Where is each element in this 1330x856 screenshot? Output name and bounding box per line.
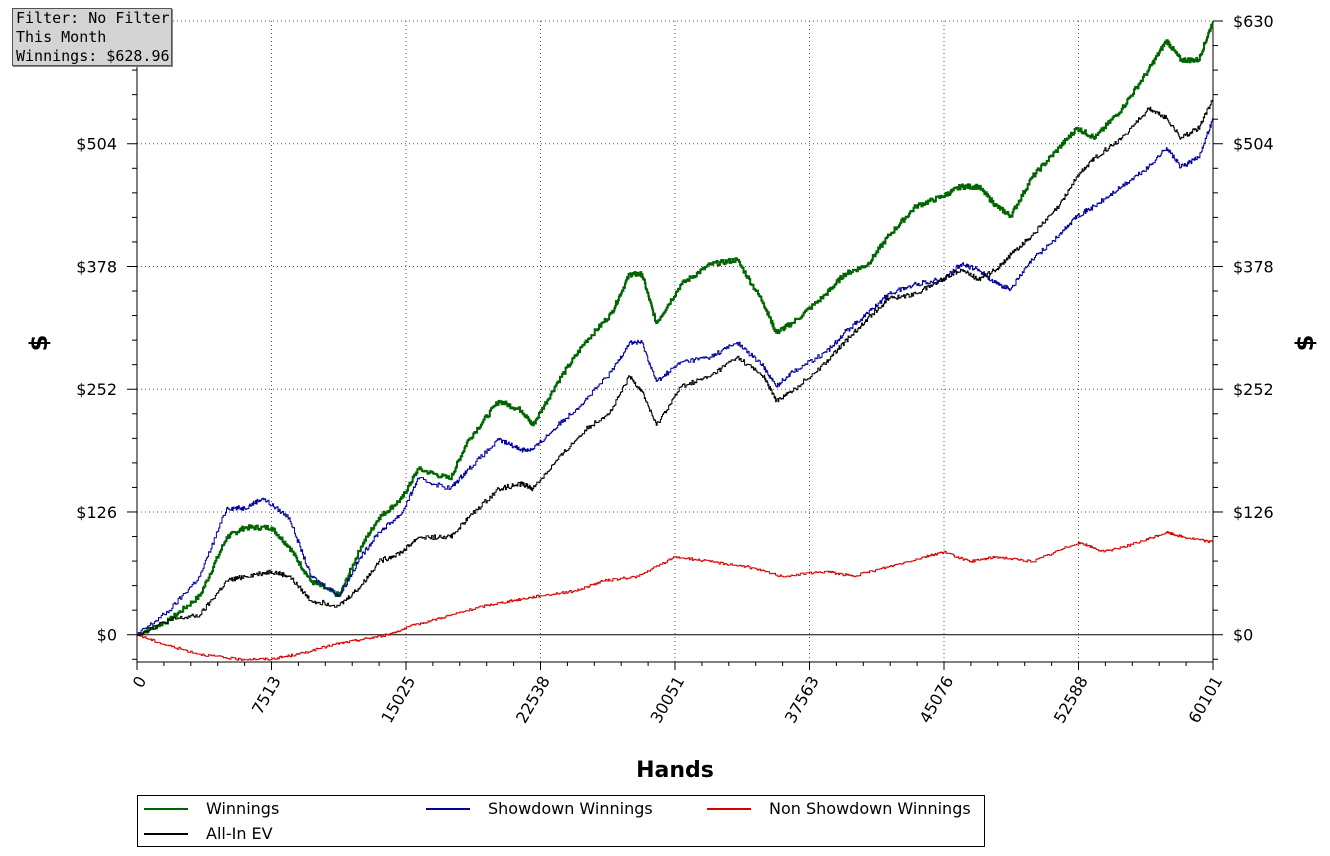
info-winnings: Winnings: $628.96	[16, 47, 170, 65]
y-tick-label-left: $126	[76, 503, 117, 522]
y-axis-title-right: $	[1291, 335, 1319, 352]
y-tick-label-left: $378	[76, 257, 117, 276]
y-tick-label-left: $0	[97, 626, 117, 645]
x-tick-label: 45076	[915, 673, 957, 727]
x-tick-label: 60101	[1184, 673, 1226, 727]
legend-item-showdown-winnings: Showdown Winnings	[426, 799, 653, 818]
legend-label-non-showdown-winnings: Non Showdown Winnings	[769, 799, 971, 818]
x-tick-label: 22538	[512, 673, 554, 727]
x-tick-label: 0	[129, 673, 151, 691]
info-filter: Filter: No Filter	[16, 9, 170, 27]
y-tick-label-right: $378	[1233, 257, 1274, 276]
x-tick-label: 30051	[646, 673, 688, 727]
series-line-all-in-ev	[137, 98, 1214, 637]
x-axis-title: Hands	[636, 758, 714, 783]
legend-item-winnings: Winnings	[144, 799, 279, 818]
y-tick-label-right: $252	[1233, 380, 1274, 399]
y-tick-label-right: $504	[1233, 135, 1274, 154]
y-tick-label-right: $126	[1233, 503, 1274, 522]
x-tick-label: 15025	[377, 673, 419, 727]
legend-label-all-in-ev: All-In EV	[206, 824, 273, 843]
x-tick-label: 52588	[1050, 673, 1092, 727]
series-line-showdown-winnings	[137, 117, 1214, 636]
y-tick-label-right: $630	[1233, 12, 1274, 31]
legend: Winnings Showdown Winnings Non Showdown …	[137, 795, 985, 847]
y-axis-title-left: $	[25, 335, 53, 352]
info-box: Filter: No Filter This Month Winnings: $…	[12, 8, 172, 66]
series-line-winnings	[137, 20, 1214, 636]
series-line-non-showdown-winnings	[137, 531, 1214, 661]
y-tick-label-right: $0	[1233, 626, 1253, 645]
legend-item-non-showdown-winnings: Non Showdown Winnings	[707, 799, 971, 818]
x-tick-label: 37563	[781, 673, 823, 727]
legend-swatch-all-in-ev	[144, 832, 188, 835]
y-tick-label-left: $252	[76, 380, 117, 399]
axis-layer	[127, 20, 1223, 670]
legend-label-winnings: Winnings	[206, 799, 280, 818]
grid-layer	[137, 20, 1214, 662]
y-tick-label-left: $504	[76, 135, 117, 154]
legend-swatch-showdown-winnings	[426, 807, 470, 810]
legend-swatch-non-showdown-winnings	[707, 807, 751, 810]
legend-swatch-winnings	[144, 807, 188, 810]
series-layer	[137, 20, 1214, 661]
legend-label-showdown-winnings: Showdown Winnings	[488, 799, 653, 818]
legend-item-all-in-ev: All-In EV	[144, 824, 273, 843]
x-tick-label: 7513	[248, 673, 285, 718]
info-period: This Month	[16, 28, 107, 46]
